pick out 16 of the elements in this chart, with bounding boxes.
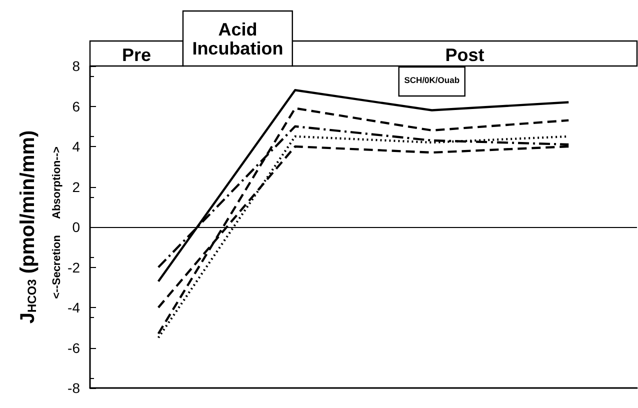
y-tick-label: -4 (68, 300, 80, 316)
y-tick-label: -2 (68, 259, 80, 276)
text: Acid Incubation (192, 20, 284, 58)
y-tick-label: 0 (72, 219, 80, 235)
annotation: SCH/0K/Ouab (404, 75, 460, 85)
y-tick-label: 6 (72, 98, 80, 114)
y-tick-label: 4 (72, 138, 80, 154)
text: Absorption--> (51, 146, 63, 219)
text: Post (445, 45, 484, 65)
text: <--Secretion (51, 234, 63, 299)
y-axis-title: JHCO3 (pmol/min/mm) (17, 130, 39, 324)
y-tick-label: 2 (72, 178, 80, 195)
y-tick-label: 8 (72, 58, 80, 74)
y-tick-label: -6 (68, 340, 80, 356)
y-tick-label: -8 (68, 380, 80, 396)
text: Pre (122, 45, 152, 65)
